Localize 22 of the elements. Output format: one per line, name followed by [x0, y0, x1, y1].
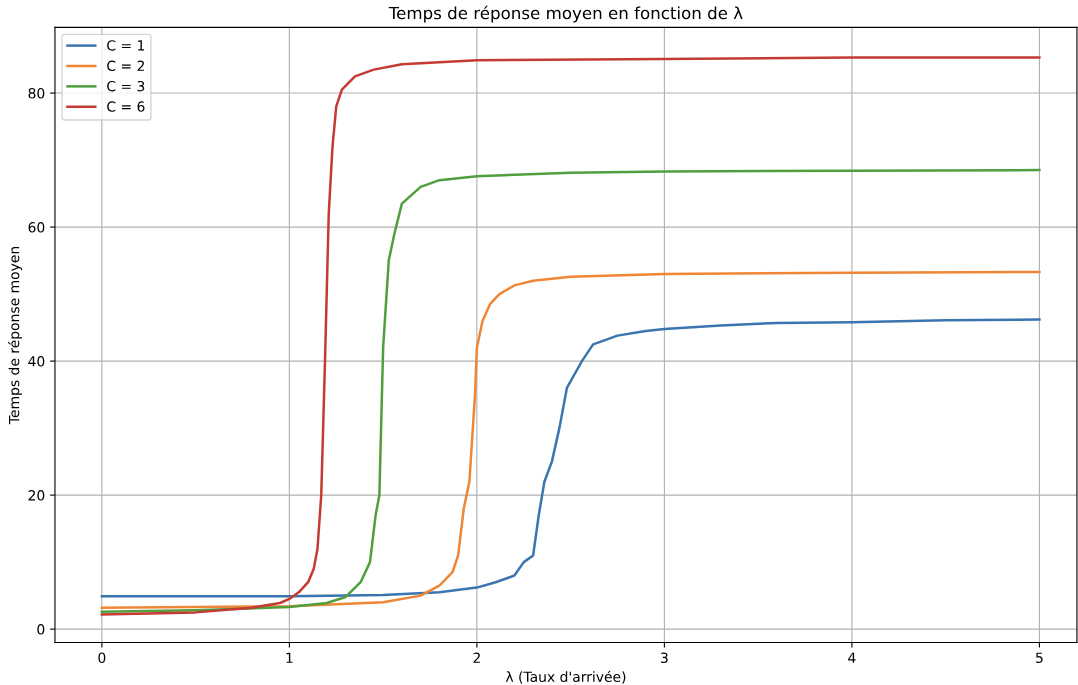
y-tick-label: 80	[28, 88, 45, 99]
line-series	[100, 318, 1041, 598]
x-tick-label: 3	[661, 652, 668, 663]
y-tick-label: 60	[28, 222, 45, 233]
x-tick-label: 0	[98, 652, 106, 663]
y-tick-label: 40	[28, 356, 45, 367]
legend-label: C = 3	[107, 80, 145, 92]
legend-label: C = 1	[107, 40, 145, 51]
y-tick-label: 0	[37, 624, 45, 635]
line-series	[100, 270, 1041, 609]
x-tick-label: 5	[1036, 652, 1043, 663]
legend-label: C = 6	[107, 101, 145, 112]
y-tick-label: 20	[28, 490, 45, 501]
line-series	[100, 168, 1041, 613]
x-tick-label: 2	[473, 652, 480, 663]
y-axis-title: Temps de réponse moyen	[8, 247, 23, 425]
chart-title: Temps de réponse moyen en fonction de λ	[388, 5, 743, 23]
x-tick-label: 4	[848, 652, 856, 663]
line-series	[100, 56, 1041, 616]
legend-label: C = 2	[107, 60, 144, 72]
x-axis-title: λ (Taux d'arrivée)	[505, 670, 626, 684]
x-tick-label: 1	[286, 652, 293, 663]
